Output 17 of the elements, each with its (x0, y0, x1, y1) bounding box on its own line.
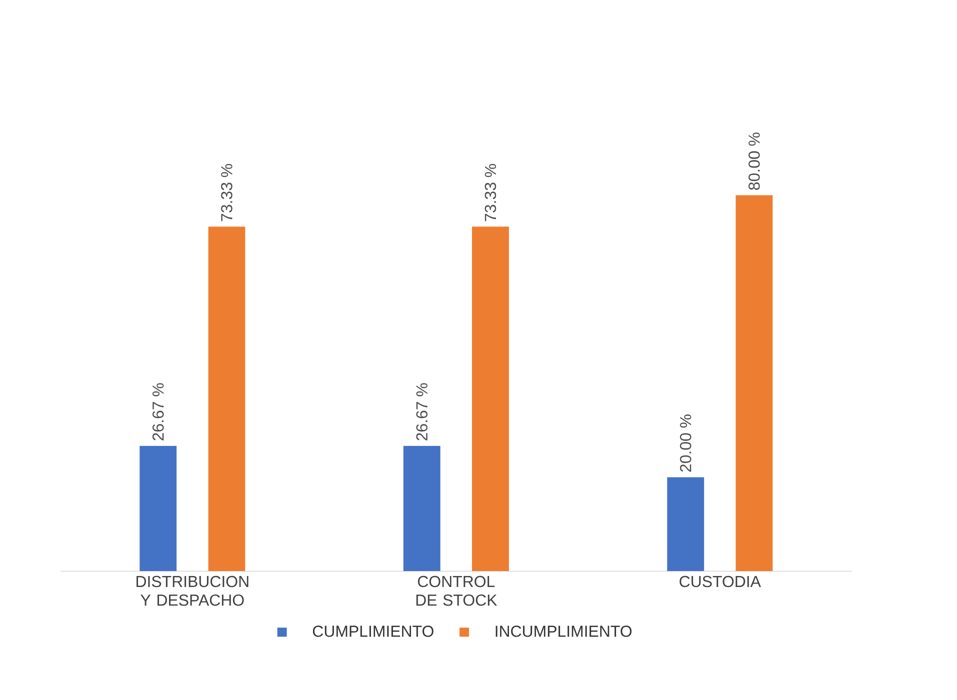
x-tick-label: CONTROL DE STOCK (416, 576, 498, 606)
bar (208, 226, 246, 572)
data-label: 20.00 % (680, 414, 692, 472)
x-tick-label: DISTRIBUCION Y DESPACHO (136, 576, 248, 606)
legend-label: INCUMPLIMIENTO (496, 626, 632, 638)
bar (140, 446, 177, 572)
bar (736, 195, 773, 572)
legend-label: CUMPLIMIENTO (312, 626, 434, 638)
data-label: 80.00 % (748, 132, 760, 190)
data-label: 73.33 % (484, 164, 496, 222)
data-label: 73.33 % (221, 164, 232, 222)
bar (403, 446, 440, 572)
bar (472, 226, 509, 572)
data-label: 26.67 % (416, 383, 428, 440)
bar (667, 477, 704, 572)
x-tick-label: CUSTODIA (680, 576, 761, 588)
data-label: 26.67 % (152, 383, 164, 440)
